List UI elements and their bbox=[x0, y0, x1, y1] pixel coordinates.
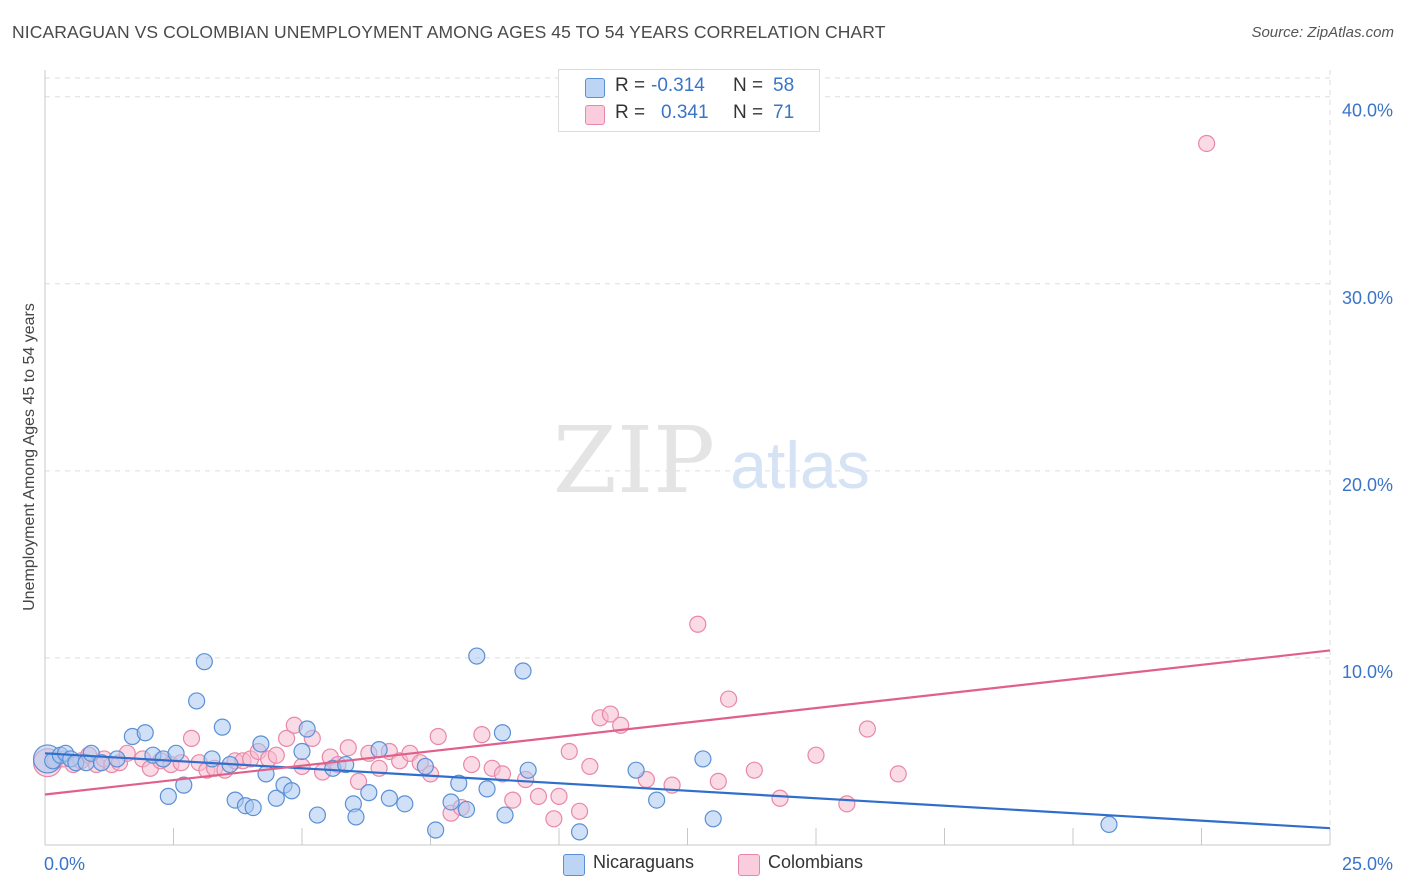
nicaraguan-point bbox=[308, 806, 327, 824]
colombian-point bbox=[545, 810, 563, 828]
colombian-point bbox=[745, 761, 763, 779]
nicaraguans-legend-swatch bbox=[563, 854, 585, 876]
nicaraguan-point bbox=[159, 787, 177, 805]
chart-title: NICARAGUAN VS COLOMBIAN UNEMPLOYMENT AMO… bbox=[12, 22, 886, 42]
nicaraguan-point bbox=[167, 744, 185, 762]
r-label: R = bbox=[615, 102, 646, 123]
r-value: -0.314 bbox=[651, 75, 705, 96]
colombian-point bbox=[277, 729, 296, 747]
colombians-trend-line bbox=[44, 649, 1331, 796]
colombian-point bbox=[1198, 134, 1216, 153]
nicaraguan-point bbox=[244, 798, 262, 817]
colombian-point bbox=[720, 690, 738, 708]
nicaraguan-point bbox=[416, 757, 434, 776]
nicaraguan-point bbox=[213, 718, 231, 736]
colombian-point bbox=[339, 739, 357, 757]
colombian-point bbox=[771, 789, 789, 807]
colombian-point bbox=[429, 727, 447, 746]
nicaraguans-swatch bbox=[585, 78, 605, 98]
colombian-point bbox=[601, 705, 620, 723]
nicaraguan-point bbox=[175, 776, 193, 794]
y-tick-label: 10.0% bbox=[1342, 662, 1393, 682]
watermark-atlas: atlas bbox=[730, 428, 869, 502]
nicaraguan-point bbox=[627, 761, 645, 779]
colombian-point bbox=[858, 720, 877, 738]
n-label: N = bbox=[733, 75, 764, 96]
nicaraguan-point bbox=[570, 823, 589, 841]
colombian-point bbox=[504, 791, 522, 809]
nicaraguan-point bbox=[267, 789, 285, 807]
y-tick-label: 30.0% bbox=[1342, 288, 1393, 308]
nicaraguan-point bbox=[360, 784, 378, 802]
nicaraguan-point bbox=[195, 653, 213, 671]
colombian-point bbox=[581, 757, 599, 776]
nicaraguan-point bbox=[450, 774, 468, 792]
nicaraguan-point bbox=[1100, 815, 1118, 834]
colombian-point bbox=[529, 787, 548, 805]
colombians-legend-swatch bbox=[738, 854, 760, 876]
nicaraguan-point bbox=[427, 821, 445, 839]
colombian-point bbox=[709, 772, 727, 790]
nicaraguan-point bbox=[396, 795, 414, 813]
y-axis-label: Unemployment Among Ages 45 to 54 years bbox=[21, 303, 38, 611]
nicaraguan-point bbox=[519, 761, 537, 779]
colombians-swatch bbox=[585, 105, 605, 125]
n-value: 58 bbox=[773, 75, 795, 96]
colombian-point bbox=[349, 772, 368, 790]
nicaraguan-point bbox=[298, 720, 316, 738]
colombian-point bbox=[560, 742, 578, 761]
nicaraguan-point bbox=[188, 692, 206, 710]
nicaraguan-point bbox=[478, 780, 496, 798]
stats-legend: R = -0.314 N = 58 R = 0.341 N = 71 bbox=[558, 69, 820, 132]
legend-label-nicaraguans: Nicaraguans bbox=[593, 852, 695, 872]
nicaraguans-trend-line bbox=[44, 752, 1331, 830]
n-value: 71 bbox=[773, 102, 795, 123]
colombian-point bbox=[889, 765, 907, 783]
nicaraguan-point bbox=[493, 724, 512, 742]
nicaraguan-point bbox=[496, 806, 514, 824]
y-tick-label: 20.0% bbox=[1342, 475, 1393, 495]
nicaraguan-point bbox=[380, 789, 398, 807]
nicaraguan-point bbox=[136, 724, 154, 742]
nicaraguan-point bbox=[252, 735, 270, 753]
nicaraguan-point bbox=[283, 782, 301, 800]
nicaraguan-point bbox=[704, 810, 722, 828]
x-tick-label: 25.0% bbox=[1342, 854, 1393, 874]
watermark-zip: ZIP bbox=[553, 407, 715, 514]
nicaraguan-point bbox=[370, 740, 388, 759]
n-label: N = bbox=[733, 102, 764, 123]
x-tick-label: 0.0% bbox=[44, 854, 85, 874]
colombian-point bbox=[570, 802, 589, 820]
y-tick-label: 40.0% bbox=[1342, 101, 1393, 121]
colombian-point bbox=[550, 787, 568, 805]
nicaraguan-point bbox=[514, 662, 532, 680]
colombian-point bbox=[807, 746, 825, 764]
nicaraguan-point bbox=[694, 750, 712, 768]
r-value: 0.341 bbox=[661, 102, 709, 123]
nicaraguan-point bbox=[457, 800, 476, 819]
nicaraguan-point bbox=[347, 808, 365, 826]
colombian-point bbox=[493, 765, 512, 783]
legend-label-colombians: Colombians bbox=[768, 852, 864, 872]
colombian-point bbox=[463, 755, 481, 774]
colombian-point bbox=[267, 746, 285, 764]
nicaraguan-point bbox=[468, 647, 486, 665]
nicaraguan-point bbox=[203, 750, 221, 768]
colombian-point bbox=[838, 795, 856, 813]
colombian-point bbox=[473, 726, 491, 744]
colombian-point bbox=[182, 729, 201, 747]
nicaraguan-point bbox=[648, 791, 666, 809]
nicaraguan-point bbox=[442, 793, 460, 811]
nicaraguan-point bbox=[293, 742, 311, 761]
colombian-point bbox=[689, 615, 707, 633]
source-note: Source: ZipAtlas.com bbox=[1251, 24, 1394, 41]
r-label: R = bbox=[615, 75, 646, 96]
